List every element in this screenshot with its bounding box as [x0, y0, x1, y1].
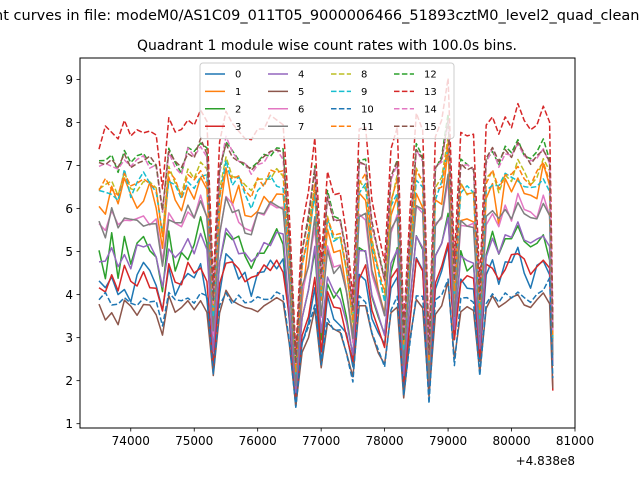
- figure-suptitle: Light curves in file: modeM0/AS1C09_011T…: [0, 8, 640, 24]
- series-line-3: [98, 242, 554, 402]
- legend-label-4: 4: [298, 70, 304, 81]
- chart-title: Quadrant 1 module wise count rates with …: [137, 38, 517, 54]
- legend-label-3: 3: [235, 122, 241, 133]
- y-tick-label: 4: [65, 288, 73, 302]
- legend-label-2: 2: [235, 104, 241, 115]
- series-line-4: [98, 216, 554, 394]
- legend-label-1: 1: [235, 87, 241, 98]
- plot-frame: [79, 57, 576, 429]
- legend-label-13: 13: [424, 87, 437, 98]
- y-tick-label: 5: [65, 245, 73, 259]
- series-line-7: [98, 173, 554, 387]
- series-layer: [98, 77, 554, 409]
- y-tick-label: 2: [65, 374, 73, 388]
- x-tick-label: 78000: [366, 434, 404, 448]
- legend-label-9: 9: [361, 87, 367, 98]
- legend-label-5: 5: [298, 87, 304, 98]
- y-tick-label: 8: [65, 116, 73, 130]
- legend-label-7: 7: [298, 122, 304, 133]
- series-line-10: [98, 277, 554, 409]
- legend-label-8: 8: [361, 70, 367, 81]
- y-tick-label: 1: [65, 417, 73, 431]
- x-tick-label: 81000: [556, 434, 594, 448]
- legend-label-14: 14: [424, 104, 437, 115]
- series-line-14: [98, 120, 554, 366]
- legend-label-12: 12: [424, 70, 437, 81]
- y-tick-label: 9: [65, 73, 73, 87]
- x-tick-label: 79000: [429, 434, 467, 448]
- axes-layer: 74000 75000 76000 77000 78000 79000 80000 81000…: [65, 73, 594, 448]
- legend-frame: [199, 62, 455, 140]
- x-tick-label: 74000: [112, 434, 150, 448]
- legend-label-6: 6: [298, 104, 304, 115]
- legend-label-0: 0: [235, 70, 241, 81]
- x-tick-label: 77000: [302, 434, 340, 448]
- x-tick-label: 75000: [175, 434, 213, 448]
- series-line-15: [98, 119, 554, 365]
- x-tick-label: 76000: [239, 434, 277, 448]
- legend-label-10: 10: [361, 104, 374, 115]
- series-line-11: [98, 142, 554, 373]
- x-tick-label: 80000: [492, 434, 530, 448]
- legend-label-11: 11: [361, 122, 374, 133]
- y-tick-label: 7: [65, 159, 73, 173]
- y-tick-label: 3: [65, 331, 73, 345]
- y-tick-label: 6: [65, 202, 73, 216]
- x-axis-offset-label: +4.838e8: [516, 454, 575, 468]
- legend-label-15: 15: [424, 122, 437, 133]
